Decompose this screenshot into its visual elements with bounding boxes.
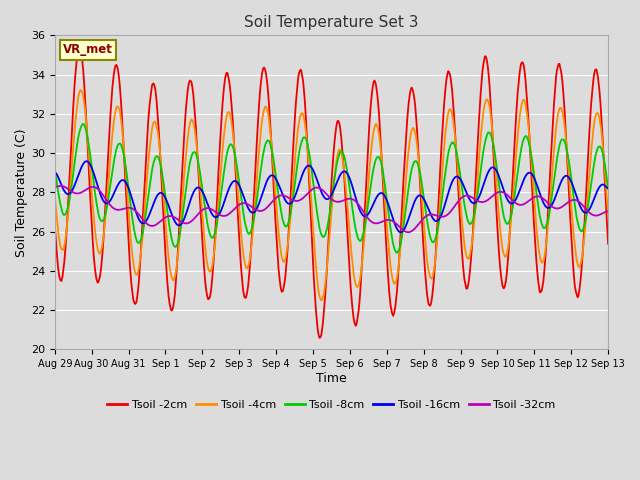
Tsoil -4cm bbox=[556, 106, 564, 111]
Tsoil -2cm bbox=[205, 295, 213, 301]
Tsoil -16cm bbox=[83, 158, 90, 164]
Tsoil -4cm bbox=[604, 213, 612, 218]
Tsoil -2cm bbox=[493, 211, 500, 217]
Line: Tsoil -4cm: Tsoil -4cm bbox=[55, 90, 608, 300]
Tsoil -8cm bbox=[493, 163, 500, 169]
Tsoil -16cm bbox=[205, 205, 213, 211]
Line: Tsoil -16cm: Tsoil -16cm bbox=[55, 161, 608, 232]
Tsoil -16cm bbox=[604, 185, 612, 191]
X-axis label: Time: Time bbox=[316, 372, 347, 385]
Line: Tsoil -32cm: Tsoil -32cm bbox=[55, 186, 608, 232]
Tsoil -2cm bbox=[572, 285, 579, 290]
Tsoil -4cm bbox=[51, 192, 59, 197]
Tsoil -4cm bbox=[360, 240, 368, 246]
Tsoil -8cm bbox=[348, 200, 355, 205]
Tsoil -32cm bbox=[572, 197, 579, 203]
Tsoil -16cm bbox=[360, 213, 367, 219]
Tsoil -16cm bbox=[572, 189, 579, 195]
Tsoil -16cm bbox=[397, 229, 404, 235]
Tsoil -2cm bbox=[348, 299, 356, 304]
Tsoil -32cm bbox=[493, 190, 500, 196]
Tsoil -32cm bbox=[360, 209, 367, 215]
Tsoil -8cm bbox=[572, 205, 579, 211]
Tsoil -4cm bbox=[77, 87, 84, 93]
Tsoil -8cm bbox=[79, 121, 87, 127]
Line: Tsoil -8cm: Tsoil -8cm bbox=[55, 124, 608, 252]
Tsoil -8cm bbox=[393, 250, 401, 255]
Tsoil -32cm bbox=[348, 196, 355, 202]
Tsoil -8cm bbox=[205, 229, 213, 235]
Y-axis label: Soil Temperature (C): Soil Temperature (C) bbox=[15, 128, 28, 257]
Tsoil -32cm bbox=[404, 229, 412, 235]
Tsoil -32cm bbox=[604, 208, 612, 214]
Tsoil -4cm bbox=[205, 268, 213, 274]
Tsoil -2cm bbox=[51, 221, 59, 227]
Tsoil -2cm bbox=[556, 62, 564, 68]
Tsoil -16cm bbox=[556, 182, 564, 188]
Text: VR_met: VR_met bbox=[63, 43, 113, 56]
Tsoil -16cm bbox=[493, 168, 500, 174]
Tsoil -8cm bbox=[360, 229, 367, 235]
Tsoil -32cm bbox=[51, 184, 59, 190]
Tsoil -2cm bbox=[360, 228, 368, 234]
Tsoil -2cm bbox=[316, 335, 323, 341]
Tsoil -8cm bbox=[556, 142, 564, 147]
Legend: Tsoil -2cm, Tsoil -4cm, Tsoil -8cm, Tsoil -16cm, Tsoil -32cm: Tsoil -2cm, Tsoil -4cm, Tsoil -8cm, Tsoi… bbox=[103, 396, 560, 415]
Tsoil -2cm bbox=[76, 45, 83, 50]
Title: Soil Temperature Set 3: Soil Temperature Set 3 bbox=[244, 15, 419, 30]
Tsoil -16cm bbox=[348, 181, 355, 187]
Tsoil -8cm bbox=[51, 165, 59, 171]
Tsoil -32cm bbox=[57, 183, 65, 189]
Tsoil -4cm bbox=[317, 297, 325, 303]
Tsoil -4cm bbox=[493, 183, 500, 189]
Tsoil -2cm bbox=[604, 241, 612, 247]
Tsoil -32cm bbox=[556, 205, 564, 211]
Tsoil -8cm bbox=[604, 186, 612, 192]
Tsoil -4cm bbox=[572, 245, 579, 251]
Tsoil -16cm bbox=[51, 170, 59, 176]
Line: Tsoil -2cm: Tsoil -2cm bbox=[55, 48, 608, 338]
Tsoil -32cm bbox=[205, 205, 213, 211]
Tsoil -4cm bbox=[348, 253, 356, 259]
